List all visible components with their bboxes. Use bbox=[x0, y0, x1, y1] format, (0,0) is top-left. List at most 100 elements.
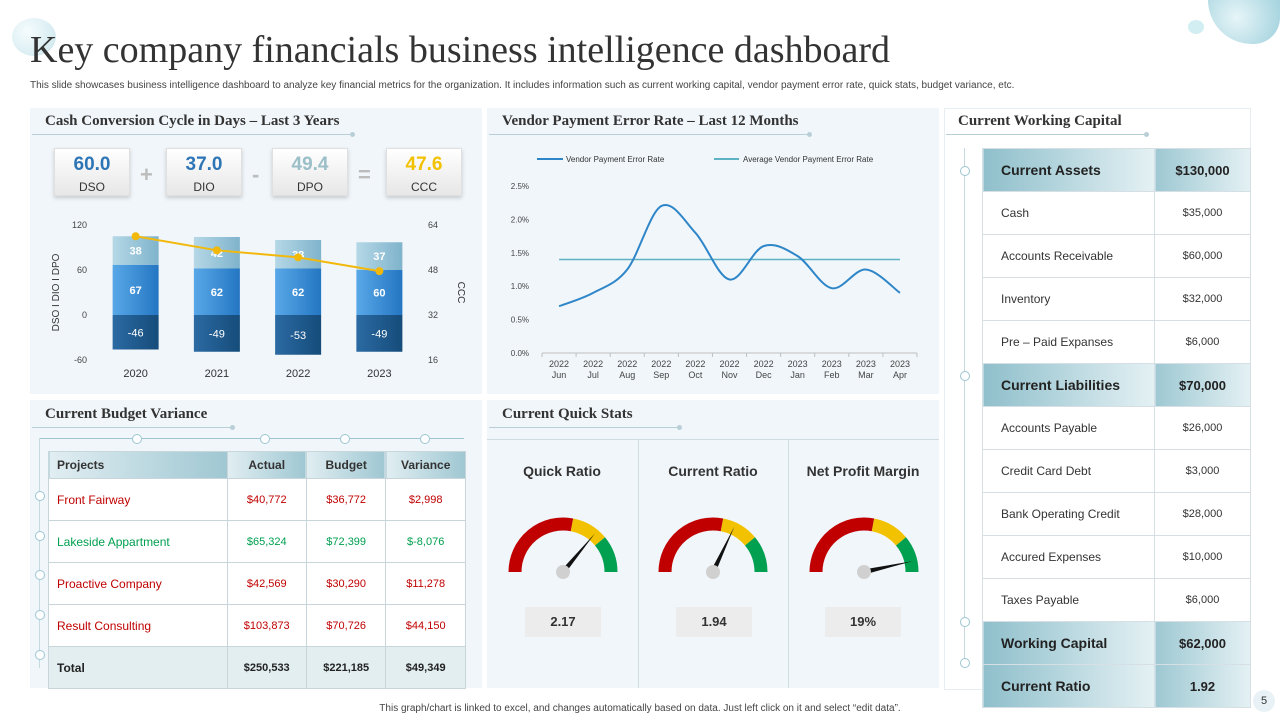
vendor-panel bbox=[487, 108, 939, 394]
rule-dot bbox=[677, 425, 682, 430]
net-profit-margin-value: 19% bbox=[825, 607, 901, 637]
row-value: $62,000 bbox=[1154, 621, 1251, 665]
x-tick-year: 2022 bbox=[719, 359, 739, 369]
title-rule bbox=[489, 134, 809, 135]
row-value: $35,000 bbox=[1154, 191, 1251, 235]
variance-cell: $-8,076 bbox=[385, 520, 466, 563]
bar-segment bbox=[356, 270, 403, 315]
bar-segment bbox=[356, 315, 403, 352]
x-tick-year: 2022 bbox=[685, 359, 705, 369]
gauge-band-green bbox=[744, 537, 768, 573]
ccc-line-point bbox=[375, 267, 384, 276]
x-tick-label: 2022 bbox=[286, 368, 310, 380]
row-label: Bank Operating Credit bbox=[982, 492, 1155, 536]
bar-data-label: 62 bbox=[292, 287, 304, 299]
working-capital-table: Current Assets $130,000 Cash $35,000 Account… bbox=[982, 148, 1251, 708]
x-tick-month: Jul bbox=[587, 370, 599, 380]
gauge-hub bbox=[857, 565, 871, 579]
page-subtitle: This slide showcases business intelligen… bbox=[30, 80, 1015, 91]
bar-segment bbox=[112, 264, 159, 315]
legend-label: Vendor Payment Error Rate bbox=[566, 155, 665, 164]
table-row: Proactive Company $42,569 $30,290 $11,27… bbox=[48, 562, 466, 605]
bar-data-label: 62 bbox=[211, 287, 223, 299]
budget-cell: $70,726 bbox=[305, 604, 387, 647]
total-label: Total bbox=[48, 646, 228, 689]
table-row: Credit Card Debt $3,000 bbox=[982, 449, 1251, 493]
section-row: Current Liabilities $70,000 bbox=[982, 363, 1251, 407]
row-value: $26,000 bbox=[1154, 406, 1251, 450]
row-label: Inventory bbox=[982, 277, 1155, 321]
x-tick-month: Jan bbox=[790, 370, 805, 380]
table-row: Front Fairway $40,772 $36,772 $2,998 bbox=[48, 478, 466, 521]
actual-cell: $40,772 bbox=[226, 478, 307, 521]
table-row: Accounts Payable $26,000 bbox=[982, 406, 1251, 450]
row-value: $60,000 bbox=[1154, 234, 1251, 278]
x-tick-label: 2020 bbox=[123, 368, 147, 380]
rail-dot bbox=[960, 617, 970, 627]
kpi-label: CCC bbox=[411, 180, 437, 194]
y2-tick-label: 16 bbox=[428, 355, 438, 365]
bar-data-label: 37 bbox=[373, 251, 385, 263]
actual-cell: $65,324 bbox=[226, 520, 307, 563]
ccc-line-point bbox=[131, 232, 140, 241]
x-tick-month: Apr bbox=[893, 370, 907, 380]
y-axis-label: DSO I DIO I DPO bbox=[51, 253, 62, 331]
bar-segment bbox=[193, 268, 240, 315]
rail-dot bbox=[35, 531, 45, 541]
row-label: Accounts Payable bbox=[982, 406, 1155, 450]
row-label: Accounts Receivable bbox=[982, 234, 1155, 278]
gauge-title-current-ratio: Current Ratio bbox=[668, 463, 758, 479]
x-tick-year: 2023 bbox=[788, 359, 808, 369]
y-tick-label: 0.0% bbox=[511, 349, 529, 358]
current-ratio-gauge bbox=[658, 517, 768, 579]
rail-dot bbox=[35, 570, 45, 580]
row-value: $70,000 bbox=[1154, 363, 1251, 407]
rule-dot bbox=[350, 132, 355, 137]
gauge-hub bbox=[556, 565, 570, 579]
net-profit-margin-gauge bbox=[809, 517, 919, 579]
variance-cell: $2,998 bbox=[385, 478, 466, 521]
gauge-band-yellow bbox=[570, 518, 605, 546]
bar-segment bbox=[275, 315, 322, 355]
y-tick-label: -60 bbox=[74, 355, 87, 365]
table-row: Taxes Payable $6,000 bbox=[982, 578, 1251, 622]
gauge-band-red bbox=[809, 517, 875, 573]
bar-data-label: 67 bbox=[130, 285, 142, 297]
rail-dot bbox=[420, 434, 430, 444]
ccc-bar-chart: -60 0 60 120 16 32 48 64 DSO I DIO I DPO CCC -46 67… bbox=[51, 220, 466, 380]
row-value: $6,000 bbox=[1154, 578, 1251, 622]
x-tick-month: Jun bbox=[552, 370, 567, 380]
kpi-dso: 60.0 DSO bbox=[54, 148, 130, 196]
page-number: 5 bbox=[1253, 690, 1275, 712]
y-tick-label: 2.0% bbox=[511, 215, 529, 224]
col-header-budget: Budget bbox=[305, 451, 387, 479]
row-value: $130,000 bbox=[1154, 148, 1251, 192]
bar-segment bbox=[193, 315, 240, 352]
y2-tick-label: 32 bbox=[428, 310, 438, 320]
col-header-projects: Projects bbox=[48, 451, 228, 479]
ccc-line-point bbox=[294, 253, 303, 262]
x-tick-month: Sep bbox=[653, 370, 669, 380]
col-header-variance: Variance bbox=[385, 451, 466, 479]
y-tick-label: 120 bbox=[72, 220, 87, 230]
gauge-needle bbox=[863, 561, 913, 575]
gauge-band-green bbox=[895, 537, 919, 573]
vendor-panel-title: Vendor Payment Error Rate – Last 12 Mont… bbox=[502, 113, 799, 129]
x-tick-month: Oct bbox=[688, 370, 703, 380]
ccc-panel-title: Cash Conversion Cycle in Days – Last 3 Y… bbox=[45, 113, 340, 129]
y-tick-label: 1.5% bbox=[511, 249, 529, 258]
y-tick-label: 1.0% bbox=[511, 282, 529, 291]
rule-dot bbox=[1144, 132, 1149, 137]
col-header-actual: Actual bbox=[226, 451, 307, 479]
kpi-label: DIO bbox=[193, 180, 215, 194]
row-label: Current Liabilities bbox=[982, 363, 1155, 407]
y-tick-label: 2.5% bbox=[511, 182, 529, 191]
table-total-row: Total $250,533 $221,185 $49,349 bbox=[48, 646, 466, 689]
ccc-line-point bbox=[212, 246, 221, 255]
table-row: Result Consulting $103,873 $70,726 $44,1… bbox=[48, 604, 466, 647]
y2-tick-label: 48 bbox=[428, 265, 438, 275]
row-label: Taxes Payable bbox=[982, 578, 1155, 622]
table-row: Accured Expenses $10,000 bbox=[982, 535, 1251, 579]
bar-data-label: -46 bbox=[128, 327, 144, 339]
